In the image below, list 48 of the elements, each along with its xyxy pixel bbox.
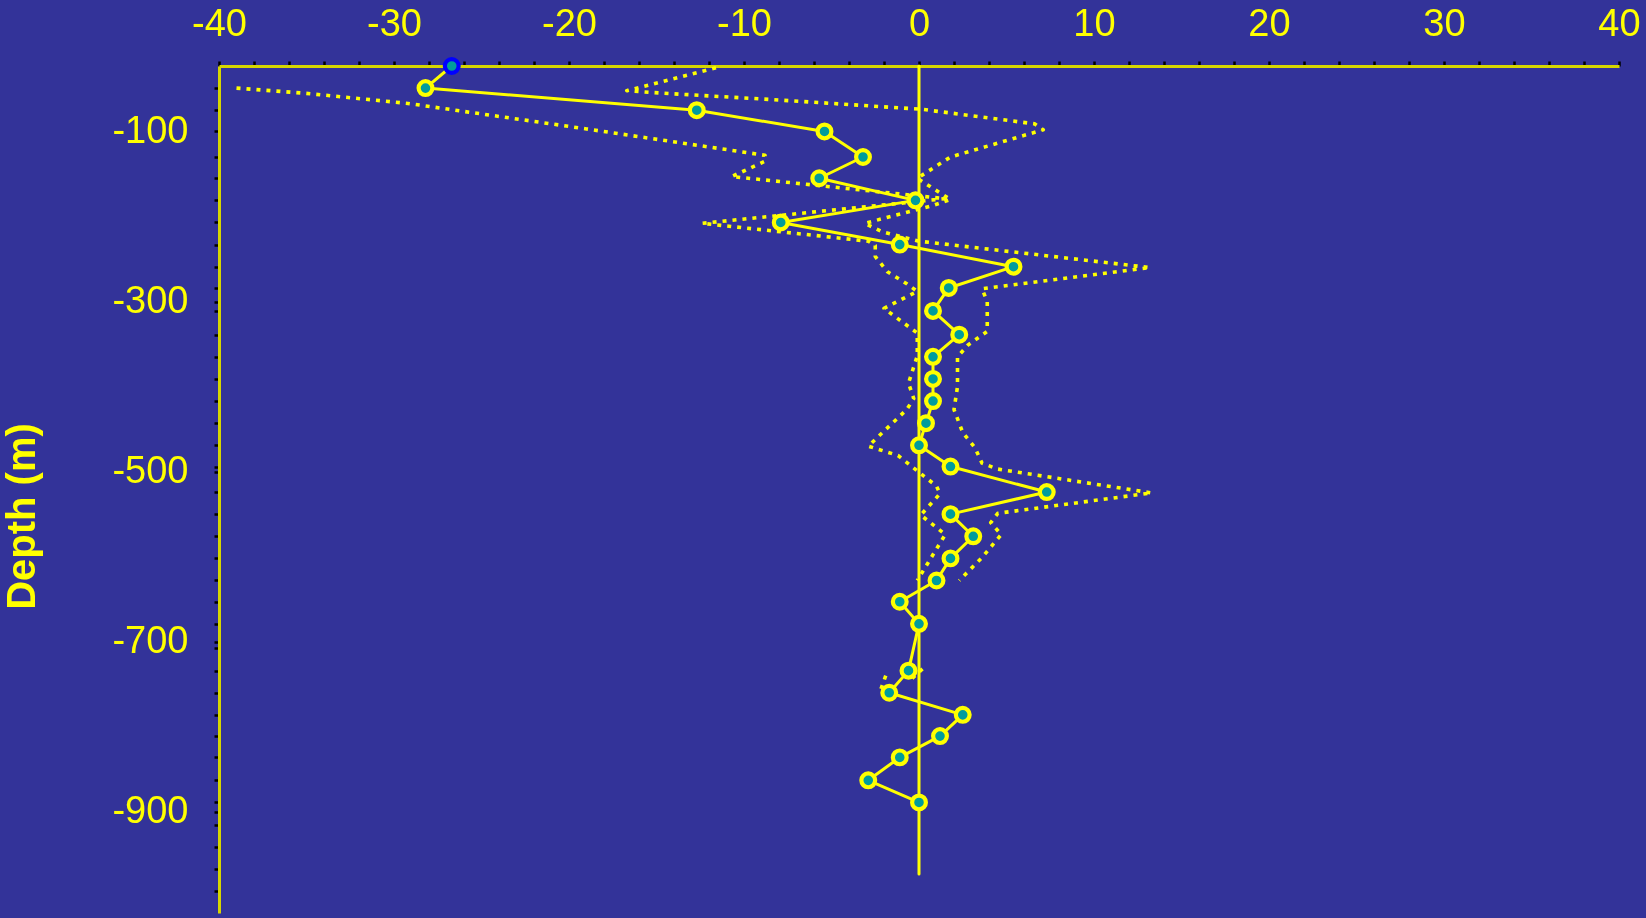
point bbox=[964, 527, 983, 546]
point bbox=[927, 571, 946, 590]
x-tick-label: 20 bbox=[1248, 1, 1291, 44]
point bbox=[941, 549, 960, 568]
point bbox=[890, 592, 909, 611]
x-tick-label: -30 bbox=[367, 1, 422, 44]
y-tick-label: -300 bbox=[112, 279, 189, 322]
point bbox=[899, 661, 918, 680]
point bbox=[416, 79, 435, 98]
x-tick-label: -20 bbox=[542, 1, 597, 44]
point bbox=[924, 347, 942, 366]
y-tick-label: -700 bbox=[112, 619, 189, 662]
x-tick-label: 30 bbox=[1423, 1, 1466, 44]
point bbox=[924, 369, 942, 388]
point bbox=[854, 148, 872, 166]
point bbox=[924, 301, 942, 320]
point bbox=[890, 748, 909, 767]
y-axis-title: Depth (m) bbox=[0, 423, 44, 610]
point bbox=[917, 414, 935, 433]
point bbox=[910, 793, 928, 812]
point bbox=[953, 705, 972, 724]
point bbox=[890, 235, 909, 254]
point bbox=[950, 325, 969, 344]
y-tick-label: -100 bbox=[112, 108, 189, 151]
point bbox=[941, 505, 960, 524]
x-tick-label: 0 bbox=[908, 1, 931, 44]
point bbox=[442, 57, 461, 75]
point bbox=[880, 683, 899, 702]
point bbox=[910, 436, 928, 455]
point bbox=[924, 392, 942, 411]
y-tick-label: -900 bbox=[112, 789, 189, 832]
point bbox=[931, 727, 949, 746]
x-tick-label: -40 bbox=[192, 1, 247, 44]
point bbox=[939, 278, 958, 297]
point bbox=[810, 169, 829, 188]
x-tick-label: -10 bbox=[717, 1, 772, 44]
point bbox=[859, 771, 878, 790]
y-tick-label: -500 bbox=[112, 449, 189, 492]
point bbox=[1037, 483, 1056, 502]
point bbox=[906, 191, 925, 210]
point bbox=[771, 213, 790, 232]
point bbox=[910, 614, 928, 633]
point bbox=[687, 101, 706, 120]
x-tick-label: 10 bbox=[1073, 1, 1116, 44]
point bbox=[1004, 257, 1023, 276]
point bbox=[815, 122, 834, 141]
x-tick-label: 40 bbox=[1598, 1, 1641, 44]
point bbox=[941, 457, 960, 476]
